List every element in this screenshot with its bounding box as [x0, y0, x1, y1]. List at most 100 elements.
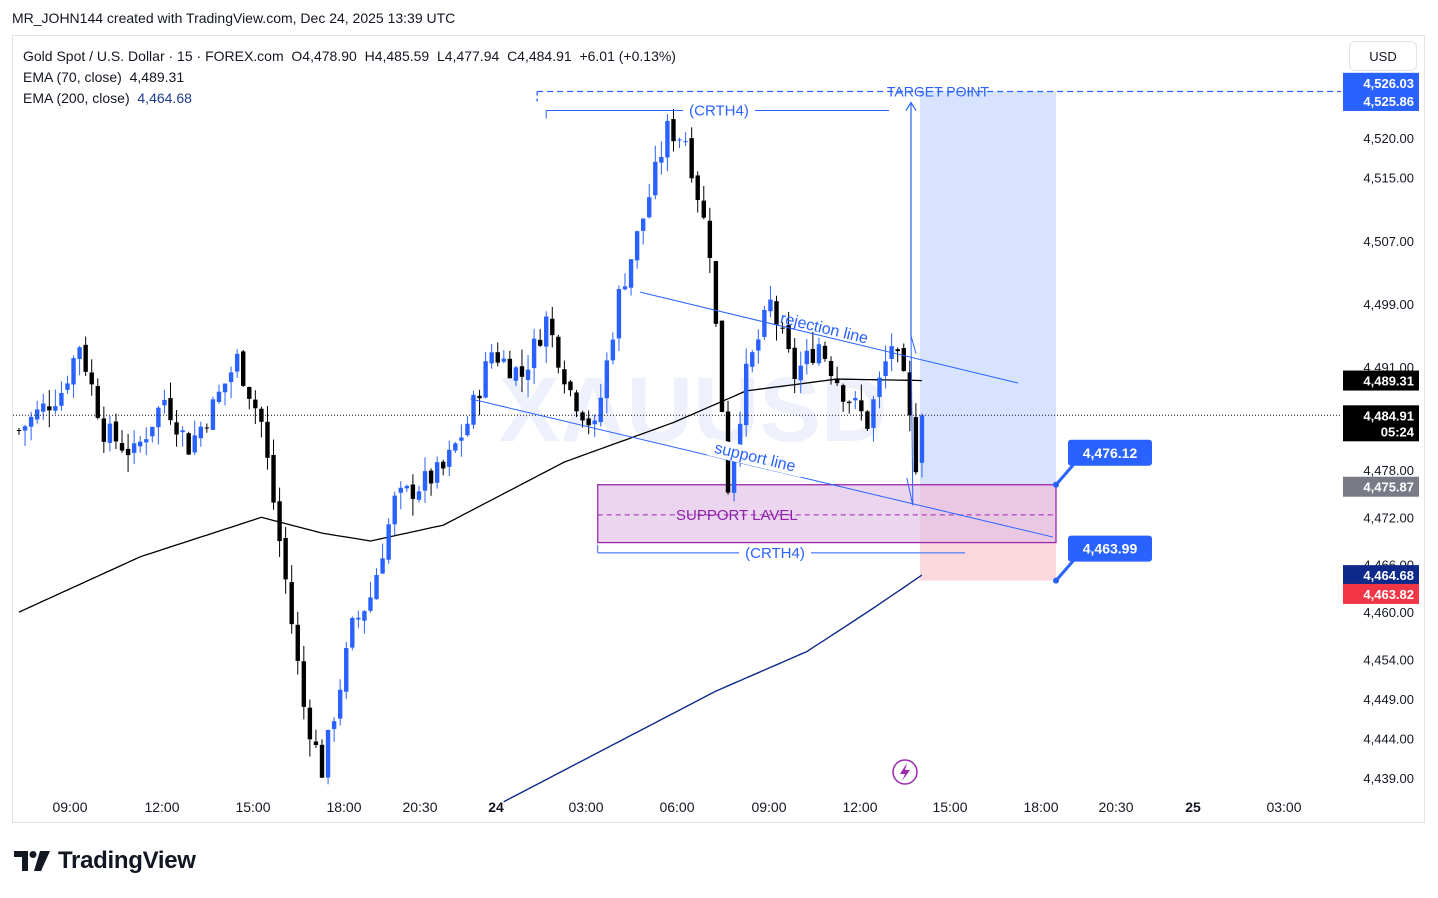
target-zone[interactable]: [920, 91, 1056, 485]
price-tag-black: [1343, 405, 1419, 442]
support-zone[interactable]: [597, 484, 1057, 544]
candle: [186, 433, 191, 455]
candle: [774, 301, 779, 325]
candle: [604, 360, 610, 399]
x-tick-label: 06:00: [659, 799, 694, 815]
candle: [489, 352, 494, 364]
candle: [895, 349, 900, 352]
projection-path[interactable]: [906, 335, 917, 506]
candle: [101, 418, 107, 442]
crth4-top-label: (CRTH4): [689, 102, 749, 119]
ema70-legend[interactable]: EMA (70, close) 4,489.31: [23, 67, 676, 88]
x-tick-label: 12:00: [842, 799, 877, 815]
candle: [913, 417, 919, 473]
x-tick-label: 18:00: [326, 799, 361, 815]
candle: [253, 399, 258, 409]
price-tag-value: 4,463.82: [1363, 587, 1414, 602]
candle: [519, 366, 525, 377]
x-tick-label: 15:00: [235, 799, 270, 815]
candle: [410, 484, 416, 499]
candle: [95, 386, 100, 418]
price-tag-value: 4,525.86: [1363, 94, 1414, 109]
change-value: +6.01 (+0.13%): [579, 48, 676, 64]
candle: [350, 617, 355, 648]
candle: [337, 689, 343, 719]
candle: [138, 441, 143, 447]
candle: [665, 120, 670, 158]
candle: [131, 443, 137, 453]
candle: [640, 218, 646, 231]
candle: [325, 730, 331, 778]
candle: [222, 383, 228, 393]
price-tag-navy: [1343, 565, 1419, 586]
chart-pane[interactable]: XAUUSD SUPPORT LAVEL TARGET POINT (CRTH4)…: [12, 35, 1425, 823]
x-tick-label: 25: [1185, 799, 1201, 815]
price-chart[interactable]: XAUUSD SUPPORT LAVEL TARGET POINT(CRTH4)…: [13, 36, 1425, 823]
price-tag-value: 4,464.68: [1363, 568, 1414, 583]
candle: [622, 286, 628, 290]
price-tag-value: 4,489.31: [1363, 374, 1414, 389]
ema200-legend[interactable]: EMA (200, close) 4,464.68: [23, 88, 676, 109]
candle: [550, 318, 555, 336]
ema200-value: 4,464.68: [137, 90, 192, 106]
tradingview-logo-icon: [14, 851, 50, 871]
candle: [307, 707, 313, 740]
candle: [241, 351, 246, 386]
x-tick-label: 03:00: [1266, 799, 1301, 815]
candle: [447, 449, 452, 467]
candle: [713, 261, 719, 324]
candle: [198, 426, 203, 439]
candle: [798, 365, 803, 381]
y-tick-label: 4,439.00: [1363, 771, 1414, 786]
candle: [477, 395, 482, 399]
symbol-ohlc-line: Gold Spot / U.S. Dollar · 15 · FOREX.com…: [23, 46, 676, 67]
candle: [34, 409, 40, 420]
candle: [762, 309, 767, 337]
crth4-top-label-bg: [683, 101, 755, 120]
candle: [113, 421, 119, 442]
candle: [368, 597, 373, 611]
candle: [853, 398, 858, 401]
candle: [580, 412, 585, 421]
candle: [380, 558, 385, 574]
author-credit: MR_JOHN144 created with TradingView.com,…: [12, 10, 456, 26]
candle: [901, 348, 906, 371]
callout-lower[interactable]: [1068, 535, 1152, 562]
candle: [265, 421, 270, 458]
candle: [907, 372, 913, 416]
candle: [671, 119, 676, 142]
crth4-bottom-label-bg: [739, 543, 811, 562]
candle: [386, 524, 391, 560]
candle: [65, 383, 70, 390]
candle: [647, 197, 652, 218]
ema200-line[interactable]: [503, 574, 923, 803]
candle: [331, 721, 337, 730]
candle: [610, 339, 616, 361]
candle: [180, 430, 185, 433]
candle: [295, 624, 300, 661]
candle: [441, 461, 446, 469]
candle: [283, 537, 288, 580]
callout-upper[interactable]: [1068, 439, 1152, 466]
candle: [89, 372, 94, 385]
candle: [677, 139, 682, 141]
tradingview-logo[interactable]: TradingView: [14, 846, 196, 876]
y-tick-label: 4,507.00: [1363, 234, 1414, 249]
candle: [428, 470, 434, 484]
candle: [695, 175, 700, 200]
candle: [840, 385, 846, 402]
price-tag-black: [1343, 370, 1419, 391]
x-tick-label: 20:30: [402, 799, 437, 815]
currency-button[interactable]: USD: [1349, 41, 1417, 71]
price-tag-blue: [1343, 90, 1419, 111]
candle: [537, 339, 543, 346]
target-point-label: TARGET POINT: [887, 83, 990, 99]
candle: [598, 397, 603, 423]
candle: [544, 316, 549, 347]
candle: [562, 369, 567, 385]
candle: [168, 398, 173, 421]
rejection-trendline[interactable]: [640, 291, 1019, 384]
candle: [786, 325, 791, 350]
symbol-description: Gold Spot / U.S. Dollar · 15 · FOREX.com: [23, 48, 284, 64]
ema70-line[interactable]: [18, 378, 922, 613]
